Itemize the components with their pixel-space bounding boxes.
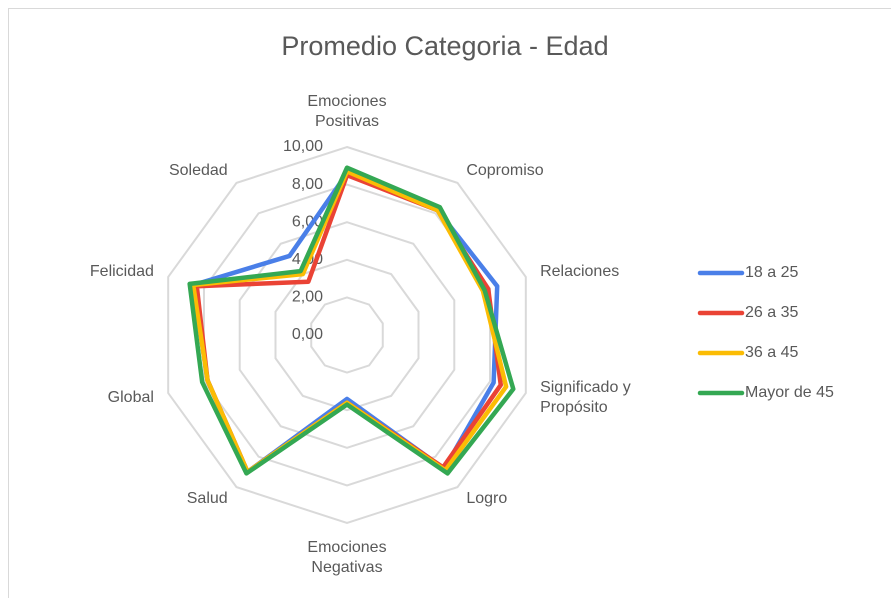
y-tick-label: 0,00: [292, 326, 323, 343]
category-label: Soledad: [168, 161, 228, 179]
legend-label: 36 a 45: [745, 344, 798, 361]
grid-ring: [238, 221, 456, 449]
series-line: [190, 171, 500, 475]
category-label: Significado y Propósito: [540, 378, 631, 416]
category-label: Emociones Negativas: [307, 539, 387, 576]
legend-label: Mayor de 45: [745, 384, 834, 401]
grid-ring: [310, 296, 384, 374]
grid-ring: [167, 145, 527, 525]
category-label: Global: [107, 388, 154, 406]
category-label: Relaciones: [540, 263, 620, 281]
y-tick-label: 2,00: [292, 289, 323, 306]
category-label: Salud: [186, 490, 228, 508]
category-label: Copromiso: [466, 161, 544, 179]
legend-label: 18 a 25: [745, 264, 798, 281]
chart-frame: [8, 8, 891, 598]
legend-label: 26 a 35: [745, 304, 798, 321]
category-label: Emociones Positivas: [307, 93, 387, 130]
category-label: Logro: [466, 490, 508, 508]
chart-title: Promedio Categoria - Edad: [281, 31, 608, 61]
series-line: [187, 165, 516, 476]
grid-ring: [274, 258, 420, 412]
y-tick-label: 8,00: [292, 176, 323, 193]
y-tick-label: 10,00: [283, 138, 323, 155]
category-label: Felicidad: [89, 263, 154, 281]
